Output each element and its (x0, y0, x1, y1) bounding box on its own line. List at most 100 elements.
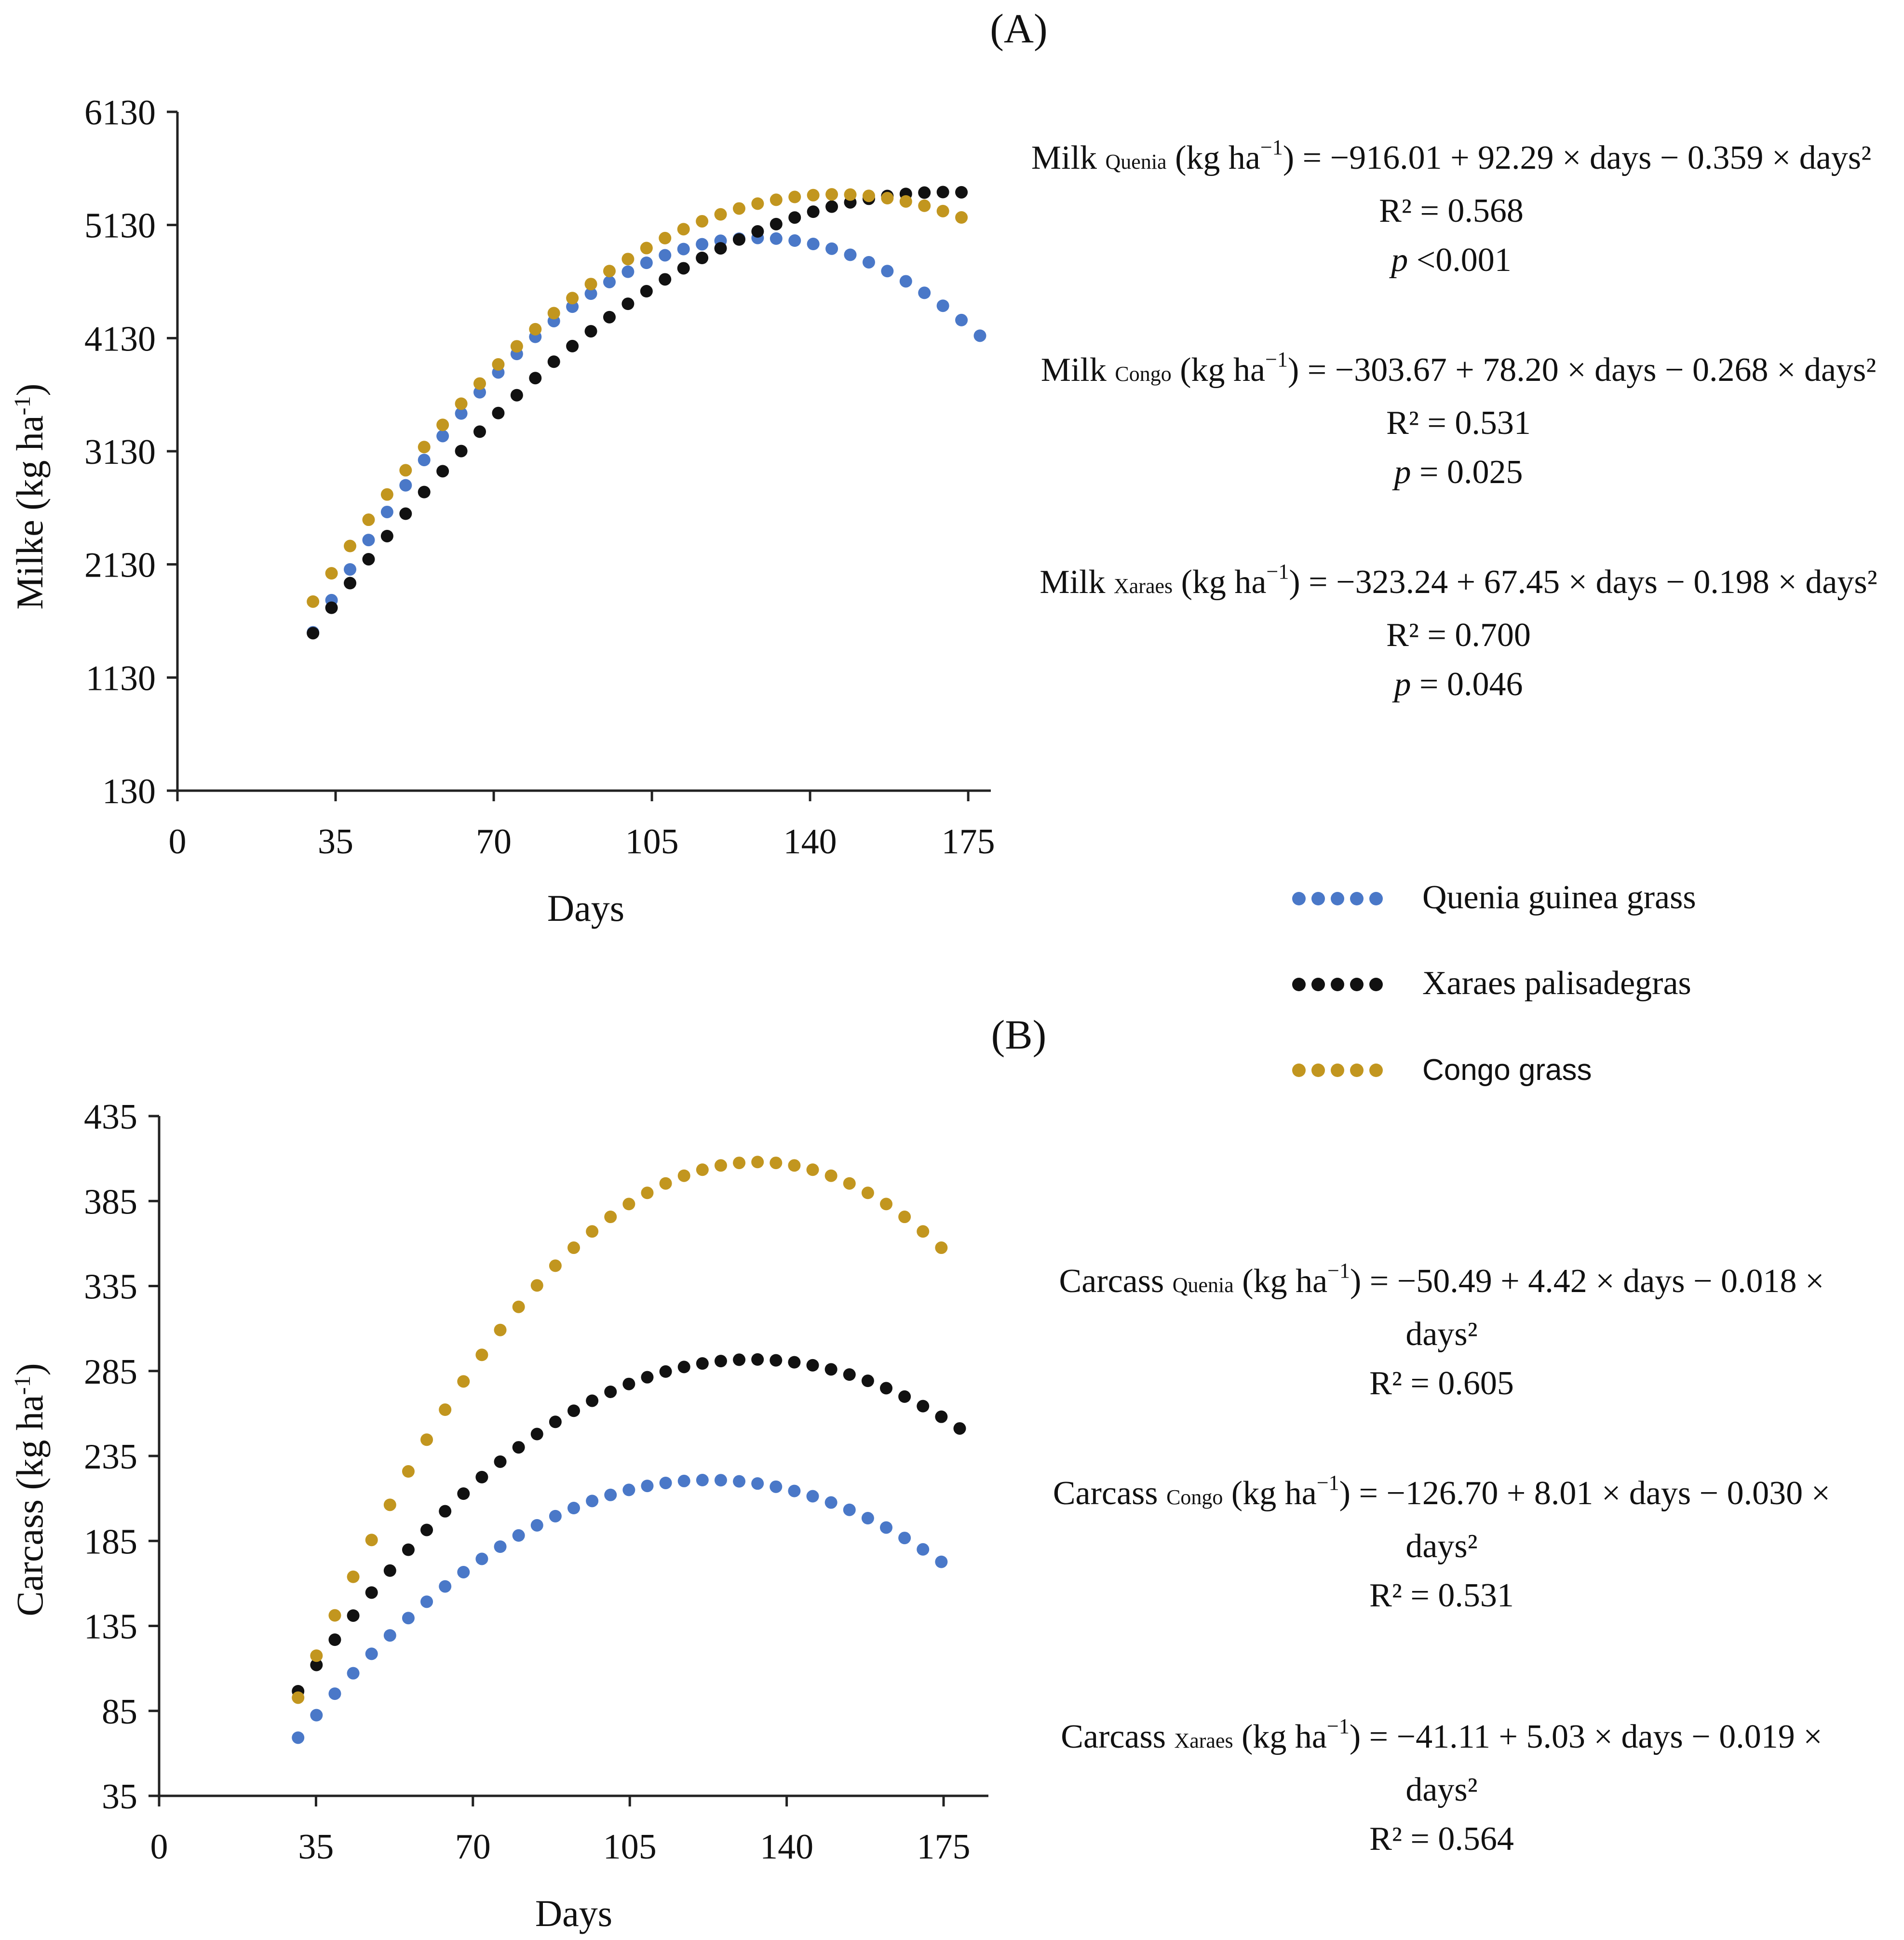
x-tick-label: 105 (603, 1827, 657, 1867)
legend-dot (1331, 978, 1344, 991)
legend-dot (1369, 978, 1383, 991)
data-point-xaraes (347, 1609, 360, 1622)
legend-dot (1369, 1064, 1383, 1077)
data-point-quenia (677, 242, 690, 256)
x-tick-label: 140 (760, 1827, 813, 1867)
data-point-xaraes (529, 372, 542, 385)
data-point-xaraes (492, 406, 505, 419)
data-point-xaraes (677, 1361, 690, 1374)
data-point-congo (567, 1241, 580, 1254)
data-point-quenia (365, 1647, 378, 1660)
r-squared: R² = 0.700 (1386, 617, 1531, 654)
ticks-a: 130 1130 2130 3130 4130 5130 6130 0 35 70 105 140 17… (84, 93, 995, 862)
panel-label-a: (A) (990, 5, 1047, 52)
y-tick-label: 3130 (84, 432, 156, 472)
x-tick-label: 0 (169, 822, 187, 862)
data-point-xaraes (659, 1365, 672, 1378)
legend-label-xaraes: Xaraes palisadegras (1422, 965, 1691, 1002)
data-point-congo (604, 1211, 617, 1224)
legend-dot (1311, 892, 1325, 905)
data-point-congo (457, 1375, 470, 1388)
axes-a (176, 112, 991, 792)
legend-label-quenia: Quenia guinea grass (1422, 879, 1696, 916)
axes-b (158, 1116, 988, 1797)
x-tick-label: 140 (783, 822, 837, 862)
data-point-congo (824, 1169, 837, 1182)
data-point-quenia (659, 1476, 672, 1489)
data-point-congo (881, 192, 894, 205)
data-point-congo (420, 1433, 433, 1446)
data-point-quenia (439, 1580, 452, 1593)
data-point-quenia (641, 1480, 654, 1493)
data-point-xaraes (917, 1400, 930, 1413)
data-point-xaraes (641, 1371, 654, 1384)
data-point-quenia (494, 1540, 507, 1553)
data-point-quenia (696, 238, 709, 251)
data-point-quenia (292, 1731, 305, 1744)
legend-dot (1369, 892, 1383, 905)
data-point-congo (344, 539, 357, 552)
data-point-quenia (640, 256, 653, 269)
data-point-xaraes (936, 186, 949, 199)
data-point-congo (917, 1225, 930, 1238)
data-point-congo (492, 358, 505, 371)
data-point-congo (714, 1159, 727, 1172)
points-b (292, 1156, 966, 1744)
equation-milk-congo: Milk Congo (kg ha−1) = −303.67 + 78.20 ×… (1025, 335, 1892, 497)
data-point-congo (696, 1163, 709, 1176)
data-point-xaraes (770, 1354, 783, 1367)
data-point-congo (936, 204, 949, 217)
data-point-congo (418, 441, 431, 454)
data-point-quenia (347, 1667, 360, 1680)
data-point-xaraes (788, 1356, 801, 1369)
data-point-quenia (475, 1552, 488, 1565)
x-tick-label: 70 (455, 1827, 491, 1867)
y-tick-label: 385 (84, 1182, 137, 1222)
data-point-quenia (380, 505, 393, 518)
data-point-xaraes (418, 485, 431, 498)
data-point-congo (549, 1259, 562, 1272)
data-point-xaraes (439, 1505, 452, 1518)
data-point-xaraes (861, 1374, 874, 1388)
data-point-quenia (418, 454, 431, 467)
y-tick-label: 435 (84, 1097, 137, 1137)
data-point-congo (512, 1300, 525, 1313)
r-squared: R² = 0.531 (1386, 404, 1531, 442)
data-point-congo (806, 1163, 819, 1176)
y-tick-label: 85 (102, 1692, 137, 1732)
data-point-xaraes (604, 1385, 617, 1398)
data-point-xaraes (622, 1377, 635, 1390)
data-point-congo (677, 223, 690, 236)
data-point-congo (436, 418, 449, 431)
x-tick-label: 105 (625, 822, 679, 862)
y-tick-label: 1130 (86, 659, 156, 698)
y-tick-label: 285 (84, 1352, 137, 1392)
data-point-congo (455, 397, 468, 410)
data-point-xaraes (566, 339, 579, 352)
data-point-congo (733, 1157, 746, 1170)
data-point-xaraes (365, 1586, 378, 1599)
legend-dot (1292, 1064, 1306, 1077)
legend-dot (1350, 892, 1364, 905)
data-point-quenia (955, 313, 968, 326)
data-point-congo (862, 189, 875, 202)
data-point-xaraes (325, 601, 338, 614)
x-tick-label: 35 (318, 822, 353, 862)
data-point-quenia (567, 1502, 580, 1515)
data-point-quenia (584, 287, 597, 300)
r-squared: R² = 0.605 (1369, 1365, 1514, 1402)
data-point-xaraes (420, 1523, 433, 1536)
data-point-xaraes (436, 465, 449, 478)
equation-milk-quenia: Milk Quenia (kg ha−1) = −916.01 + 92.29 … (1017, 123, 1885, 285)
data-point-xaraes (807, 205, 820, 218)
data-point-congo (347, 1570, 360, 1583)
legend-dot (1311, 1064, 1325, 1077)
legend-item-xaraes: Xaraes palisadegras (1292, 958, 1823, 1044)
data-point-quenia (549, 1509, 562, 1522)
equation-carcass-xaraes: Carcass Xaraes (kg ha−1) = −41.11 + 5.03… (1041, 1702, 1842, 1864)
data-point-quenia (621, 265, 635, 278)
data-point-quenia (659, 249, 672, 262)
data-point-quenia (362, 534, 375, 547)
data-point-quenia (622, 1483, 635, 1496)
